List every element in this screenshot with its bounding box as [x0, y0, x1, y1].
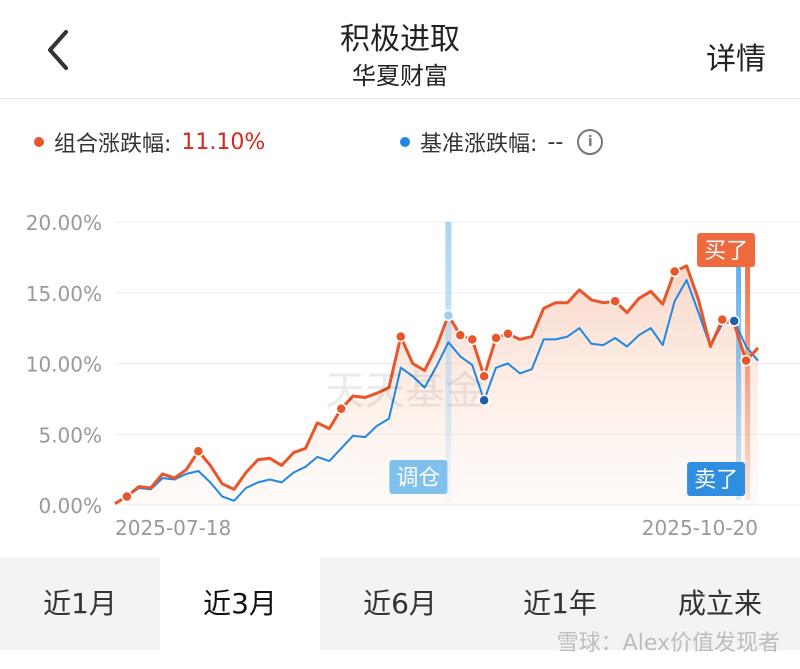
trade-marker	[668, 265, 681, 278]
annotation-band	[445, 222, 452, 502]
y-tick-label: 15.00%	[26, 282, 102, 306]
trade-marker	[192, 445, 205, 457]
portfolio-area	[115, 265, 758, 505]
annotation-buy-box	[697, 233, 756, 267]
benchmark-marker	[728, 315, 740, 327]
annotation-band	[736, 265, 742, 500]
annotation-sell-box	[687, 462, 746, 496]
benchmark-dot-icon	[400, 137, 410, 147]
tab-6m[interactable]: 近6月	[363, 587, 437, 620]
y-tick-label: 0.00%	[38, 494, 102, 518]
x-tick-label: 2025-07-18	[115, 516, 231, 540]
tab-since-inception[interactable]: 成立来	[677, 587, 762, 620]
info-icon[interactable]: i	[577, 129, 604, 155]
y-tick-label: 5.00%	[38, 423, 102, 447]
portfolio-label: 组合涨跌幅:	[54, 132, 172, 157]
annotation-adjust-label: 调仓	[396, 466, 440, 491]
annotation-band	[745, 265, 751, 500]
annotation-sell-label: 卖了	[694, 468, 738, 493]
y-tick-label: 10.00%	[26, 353, 102, 377]
adjust-marker	[442, 309, 455, 322]
trade-marker	[740, 354, 752, 367]
detail-button[interactable]: 详情	[706, 42, 766, 77]
trade-marker	[490, 332, 502, 344]
trade-marker	[609, 295, 621, 307]
trade-marker	[716, 313, 729, 326]
benchmark-line	[114, 279, 759, 505]
watermark-corner: 雪球：Alex价值发现者	[556, 631, 780, 656]
trade-marker	[502, 328, 514, 340]
tab-1m[interactable]: 近1月	[43, 587, 117, 620]
page-title: 积极进取	[340, 22, 460, 57]
legend-benchmark: 基准涨跌幅: -- i	[400, 126, 604, 158]
portfolio-line	[114, 264, 760, 505]
annotation-adjust-box	[389, 460, 448, 494]
period-tabs: 近1月 近3月 近6月 近1年 成立来	[0, 557, 800, 650]
trade-marker	[121, 490, 133, 503]
tab-1y[interactable]: 近1年	[523, 587, 597, 620]
benchmark-label: 基准涨跌幅:	[420, 132, 538, 157]
performance-chart: 20.00% 15.00% 10.00% 5.00% 0.00% 2025-07-18 20…	[26, 211, 800, 540]
trade-marker	[454, 329, 467, 341]
legend-portfolio: 组合涨跌幅: 11.10%	[34, 126, 265, 158]
trade-marker	[335, 403, 347, 415]
annotation-buy-label: 买了	[704, 239, 748, 264]
portfolio-dot-icon	[34, 137, 44, 147]
header-bar: 积极进取 华夏财富 详情	[0, 0, 800, 99]
trade-marker	[466, 333, 478, 346]
trade-marker	[395, 330, 407, 343]
x-tick-label: 2025-10-20	[642, 516, 758, 540]
benchmark-marker	[478, 394, 490, 407]
back-chevron-icon[interactable]	[40, 26, 76, 74]
portfolio-value: 11.10%	[181, 129, 266, 155]
trade-marker	[478, 370, 490, 382]
page-subtitle: 华夏财富	[352, 62, 448, 90]
watermark-center: 天天基金	[325, 368, 485, 414]
y-tick-label: 20.00%	[26, 211, 102, 235]
benchmark-value: --	[547, 129, 564, 155]
tab-3m[interactable]: 近3月	[160, 557, 320, 650]
